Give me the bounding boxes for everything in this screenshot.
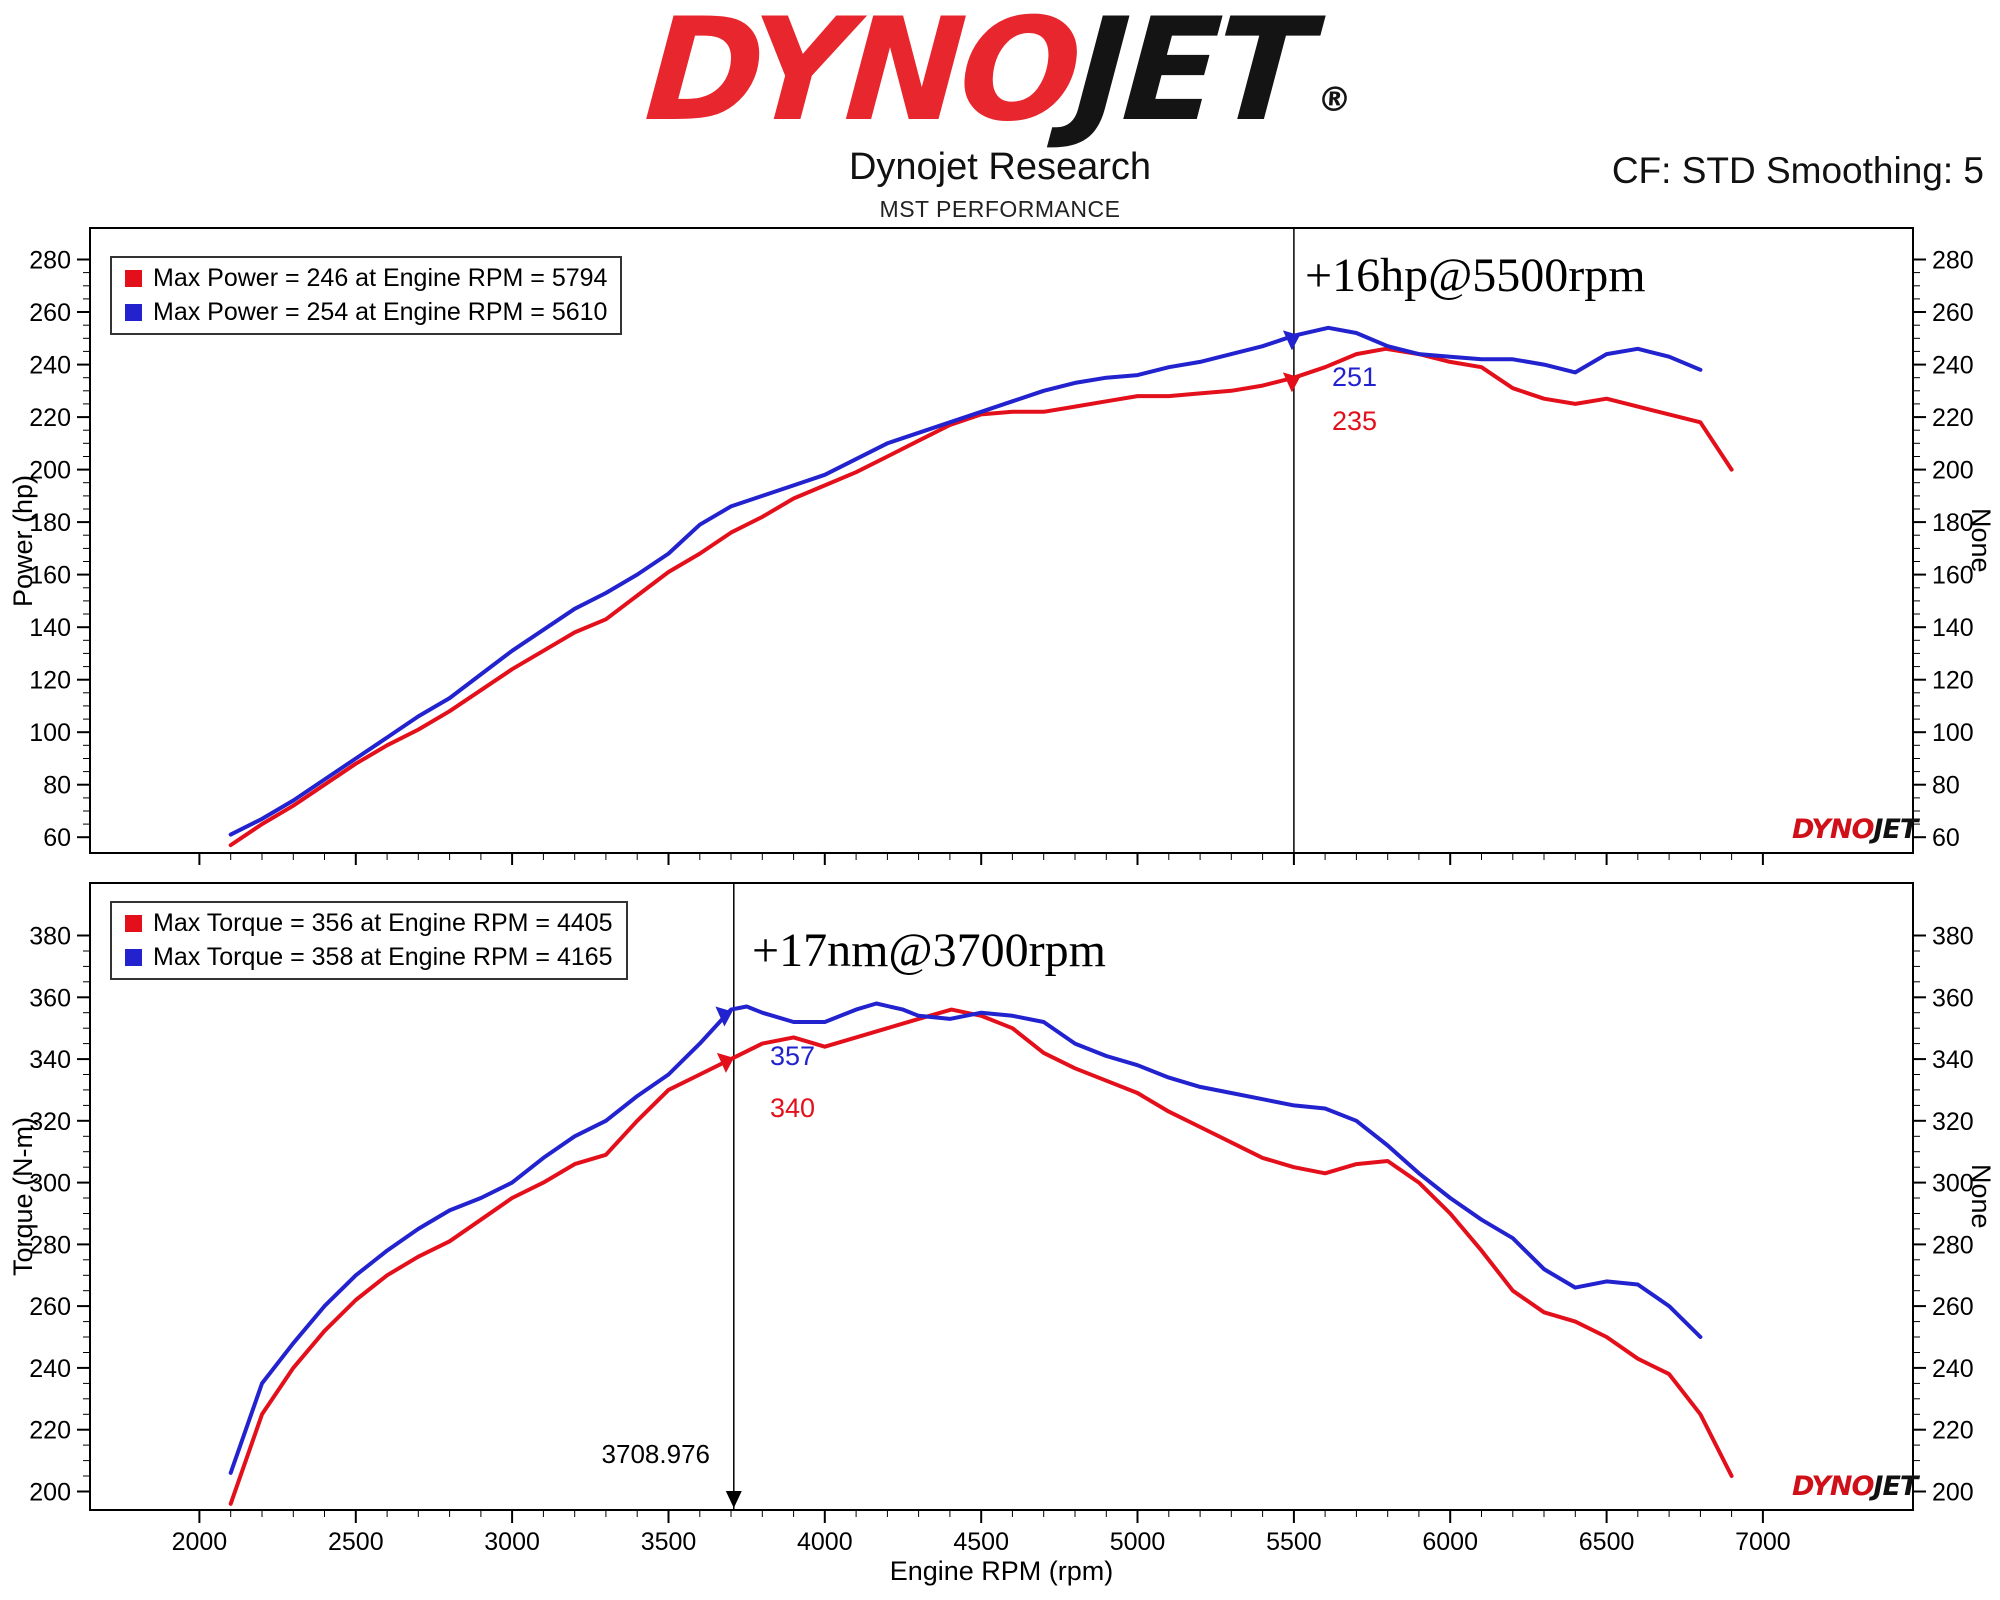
power-legend-label-red: Max Power = 246 at Engine RPM = 5794: [153, 264, 608, 292]
red-swatch-icon: [125, 915, 142, 932]
svg-text:80: 80: [1932, 772, 1960, 800]
svg-text:360: 360: [29, 984, 71, 1012]
svg-text:160: 160: [29, 562, 71, 590]
svg-text:240: 240: [1932, 352, 1974, 380]
torque-legend-label-blue: Max Torque = 358 at Engine RPM = 4165: [153, 943, 613, 971]
torque-right-axis-label: None: [1966, 1164, 1996, 1229]
svg-text:200: 200: [1932, 457, 1974, 485]
svg-text:5000: 5000: [1110, 1528, 1166, 1556]
cf-smoothing-label: CF: STD Smoothing: 5: [1611, 150, 1984, 191]
torque-plot-svg: 200 200 220 220 240 240 260 260 280 280 300 300 320 3…: [29, 882, 1974, 1556]
dynojet-watermark: DYNOJET: [1792, 814, 1918, 845]
svg-text:2500: 2500: [328, 1528, 384, 1556]
power-gain-annotation: +16hp@5500rpm: [1305, 249, 1646, 302]
power-legend: Max Power = 246 at Engine RPM = 5794 Max…: [110, 256, 623, 335]
svg-text:280: 280: [1932, 247, 1974, 275]
svg-text:4000: 4000: [797, 1528, 853, 1556]
svg-text:60: 60: [43, 824, 71, 852]
torque-legend: Max Torque = 356 at Engine RPM = 4405 Ma…: [110, 901, 628, 980]
svg-text:200: 200: [29, 1479, 71, 1507]
x-axis-title: Engine RPM (rpm): [889, 1556, 1114, 1586]
svg-text:260: 260: [1932, 1293, 1974, 1321]
svg-text:220: 220: [1932, 404, 1974, 432]
svg-text:100: 100: [1932, 719, 1974, 747]
power-right-axis-label: None: [1966, 508, 1996, 573]
torque-marker-value-blue: 357: [770, 1041, 816, 1071]
dynojet-watermark: DYNOJET: [1792, 1471, 1918, 1502]
svg-text:220: 220: [29, 1417, 71, 1445]
svg-text:240: 240: [1932, 1355, 1974, 1383]
watermark-dyno-text: DYNO: [1792, 1471, 1874, 1502]
torque-legend-label-red: Max Torque = 356 at Engine RPM = 4405: [153, 909, 613, 937]
svg-text:320: 320: [29, 1108, 71, 1136]
power-marker-value-blue: 251: [1332, 362, 1378, 392]
watermark-jet-text: JET: [1873, 814, 1918, 845]
svg-text:4500: 4500: [953, 1528, 1009, 1556]
svg-text:280: 280: [29, 1231, 71, 1259]
svg-text:320: 320: [1932, 1108, 1974, 1136]
svg-text:2000: 2000: [172, 1528, 228, 1556]
logo-jet-text: JET: [1070, 0, 1314, 153]
blue-swatch-icon: [125, 304, 142, 321]
power-legend-item-blue: Max Power = 254 at Engine RPM = 5610: [125, 298, 607, 327]
svg-text:180: 180: [1932, 509, 1974, 537]
svg-text:200: 200: [1932, 1479, 1974, 1507]
power-chart: 60 60 80 80 100 100 120 120 140 140 160 160 180 180 20…: [0, 220, 2000, 865]
svg-text:140: 140: [1932, 614, 1974, 642]
svg-text:5500: 5500: [1266, 1528, 1322, 1556]
svg-text:240: 240: [29, 1355, 71, 1383]
svg-text:300: 300: [1932, 1170, 1974, 1198]
torque-legend-item-blue: Max Torque = 358 at Engine RPM = 4165: [125, 943, 613, 972]
svg-text:380: 380: [29, 923, 71, 951]
svg-text:260: 260: [29, 1293, 71, 1321]
svg-text:6000: 6000: [1422, 1528, 1478, 1556]
svg-text:380: 380: [1932, 923, 1974, 951]
svg-text:280: 280: [29, 247, 71, 275]
svg-text:140: 140: [29, 614, 71, 642]
report-title: Dynojet Research: [848, 146, 1152, 188]
torque-marker-rpm-label: 3708.976: [601, 1439, 710, 1469]
svg-text:3500: 3500: [641, 1528, 697, 1556]
watermark-dyno-text: DYNO: [1792, 814, 1874, 845]
blue-swatch-icon: [125, 949, 142, 966]
svg-text:300: 300: [29, 1170, 71, 1198]
svg-text:260: 260: [29, 299, 71, 327]
svg-text:160: 160: [1932, 562, 1974, 590]
svg-text:240: 240: [29, 352, 71, 380]
svg-text:280: 280: [1932, 1231, 1974, 1259]
svg-text:100: 100: [29, 719, 71, 747]
power-marker-value-red: 235: [1332, 406, 1378, 436]
svg-text:3000: 3000: [484, 1528, 540, 1556]
svg-text:80: 80: [43, 772, 71, 800]
registered-trademark-icon: ®: [1316, 80, 1353, 120]
svg-text:180: 180: [29, 509, 71, 537]
svg-text:7000: 7000: [1735, 1528, 1791, 1556]
watermark-jet-text: JET: [1873, 1471, 1918, 1502]
torque-gain-annotation: +17nm@3700rpm: [752, 924, 1106, 977]
dynojet-logo: DYNOJET®: [0, 0, 2000, 153]
svg-text:220: 220: [29, 404, 71, 432]
torque-marker-value-red: 340: [770, 1093, 816, 1123]
svg-text:200: 200: [29, 457, 71, 485]
torque-chart: 200 200 220 220 240 240 260 260 280 280 300 300 320 3…: [0, 865, 2000, 1565]
power-legend-item-red: Max Power = 246 at Engine RPM = 5794: [125, 264, 607, 293]
power-plot-svg: 60 60 80 80 100 100 120 120 140 140 160 160 180 180 20…: [29, 227, 1974, 865]
svg-text:6500: 6500: [1579, 1528, 1635, 1556]
svg-text:60: 60: [1932, 824, 1960, 852]
power-legend-label-blue: Max Power = 254 at Engine RPM = 5610: [153, 298, 608, 326]
svg-text:120: 120: [29, 667, 71, 695]
shop-name: MST PERFORMANCE: [879, 196, 1121, 222]
torque-legend-item-red: Max Torque = 356 at Engine RPM = 4405: [125, 909, 613, 938]
svg-text:220: 220: [1932, 1417, 1974, 1445]
logo-dyno-text: DYNO: [640, 0, 1082, 153]
svg-text:360: 360: [1932, 984, 1974, 1012]
svg-text:120: 120: [1932, 667, 1974, 695]
svg-text:260: 260: [1932, 299, 1974, 327]
red-swatch-icon: [125, 270, 142, 287]
svg-text:340: 340: [1932, 1046, 1974, 1074]
svg-text:340: 340: [29, 1046, 71, 1074]
